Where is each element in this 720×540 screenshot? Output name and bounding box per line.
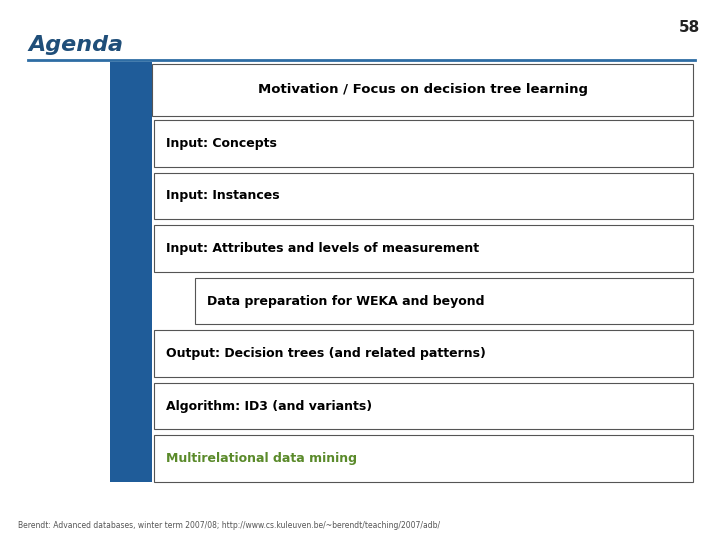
- Text: Input: Instances: Input: Instances: [166, 190, 279, 202]
- Text: Berendt: Advanced databases, winter term 2007/08; http://www.cs.kuleuven.be/~ber: Berendt: Advanced databases, winter term…: [18, 521, 440, 530]
- Text: Agenda: Agenda: [28, 35, 123, 55]
- Text: Motivation / Focus on decision tree learning: Motivation / Focus on decision tree lear…: [258, 84, 588, 97]
- Text: 58: 58: [679, 20, 700, 35]
- Bar: [154, 120, 693, 166]
- Text: Multirelational data mining: Multirelational data mining: [166, 452, 357, 465]
- Text: Algorithm: ID3 (and variants): Algorithm: ID3 (and variants): [166, 400, 372, 413]
- Text: Input: Concepts: Input: Concepts: [166, 137, 277, 150]
- Bar: [154, 330, 693, 377]
- Bar: [195, 278, 693, 325]
- Text: Output: Decision trees (and related patterns): Output: Decision trees (and related patt…: [166, 347, 486, 360]
- Bar: [154, 435, 693, 482]
- Bar: [154, 383, 693, 429]
- Text: Input: Attributes and levels of measurement: Input: Attributes and levels of measurem…: [166, 242, 479, 255]
- Bar: [110, 62, 152, 482]
- Bar: [152, 64, 693, 116]
- Text: Data preparation for WEKA and beyond: Data preparation for WEKA and beyond: [207, 294, 485, 307]
- Bar: [154, 225, 693, 272]
- Bar: [154, 173, 693, 219]
